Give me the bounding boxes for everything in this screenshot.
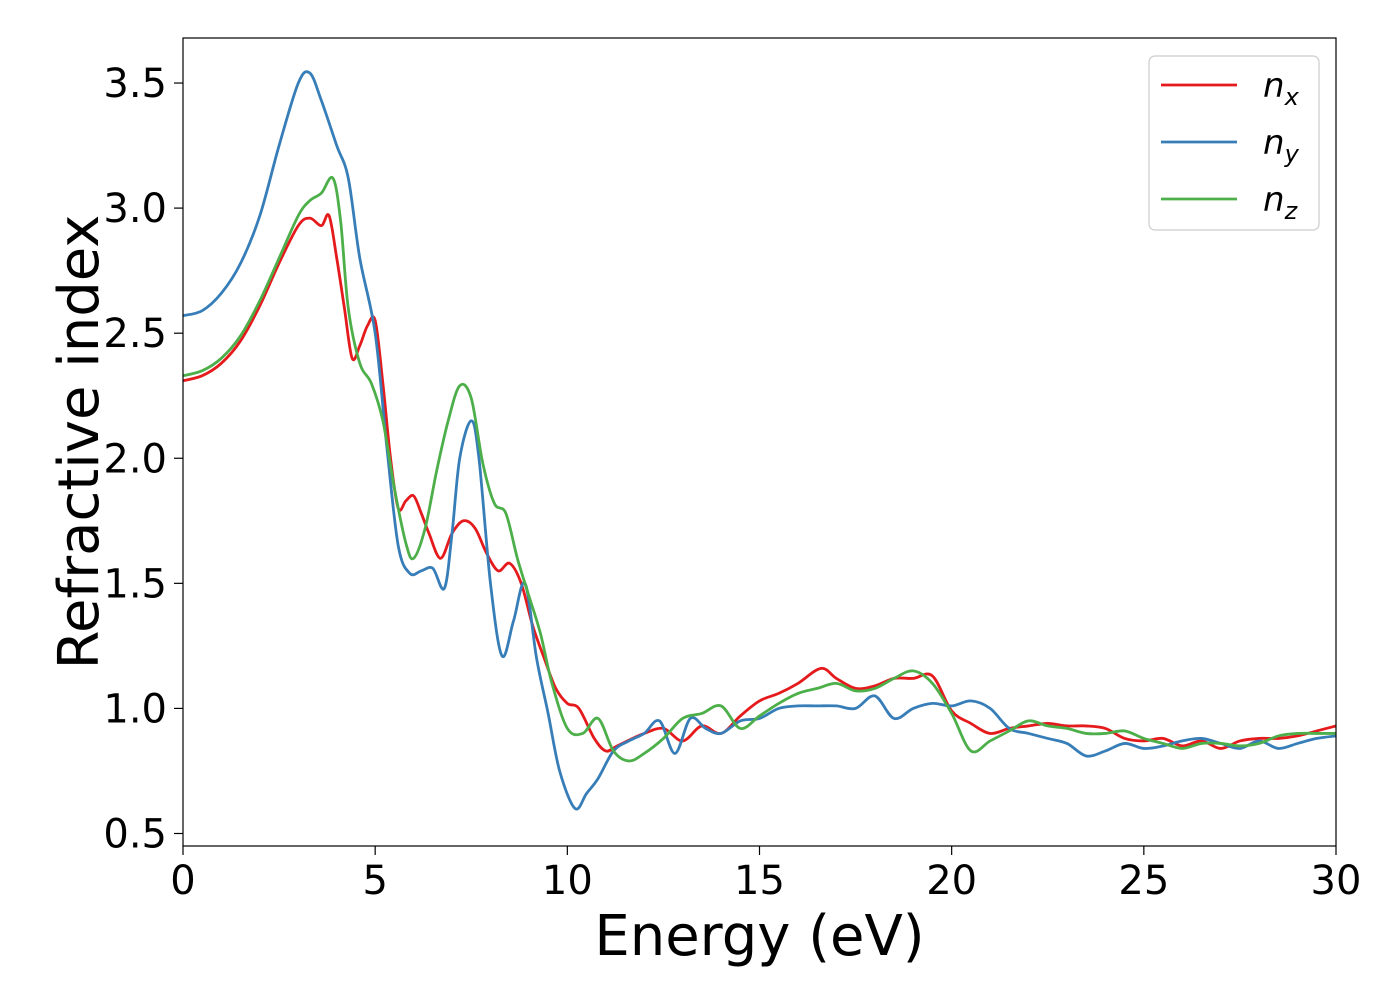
x-tick-label: 15 [734, 858, 785, 904]
legend-label: nz [1263, 180, 1299, 225]
series-line-n-z [183, 175, 1336, 763]
y-tick-label: 1.5 [103, 561, 167, 607]
series-line-n-x [183, 213, 1336, 753]
x-axis-title: Energy (eV) [594, 904, 924, 969]
y-axis-title: Refractive index [47, 215, 112, 670]
y-axis: 0.5 1.0 1.5 2.0 2.5 3.0 3.5 [103, 61, 183, 857]
y-tick-label: 0.5 [103, 811, 167, 857]
x-tick-label: 0 [170, 858, 195, 904]
x-tick-label: 10 [542, 858, 593, 904]
legend-label-subscript: y [1284, 140, 1300, 168]
y-tick-label: 3.0 [103, 186, 167, 232]
legend-label: nx [1263, 66, 1300, 111]
x-tick-label: 5 [362, 858, 387, 904]
y-tick-label: 1.0 [103, 686, 167, 732]
legend-label: ny [1263, 123, 1300, 168]
legend-label-subscript: x [1284, 83, 1300, 111]
y-tick-label: 2.0 [103, 436, 167, 482]
x-axis: 0 5 10 15 20 25 30 [170, 846, 1361, 904]
legend-label-main: n [1263, 66, 1285, 106]
y-tick-label: 3.5 [103, 61, 167, 107]
legend-label-main: n [1263, 180, 1285, 220]
plot-lines [183, 70, 1336, 811]
legend-label-subscript: z [1284, 197, 1299, 225]
legend-label-main: n [1263, 123, 1285, 163]
x-tick-label: 20 [926, 858, 977, 904]
x-tick-label: 25 [1118, 858, 1169, 904]
y-tick-label: 2.5 [103, 311, 167, 357]
x-tick-label: 30 [1311, 858, 1362, 904]
series-line-n-y [183, 70, 1336, 811]
